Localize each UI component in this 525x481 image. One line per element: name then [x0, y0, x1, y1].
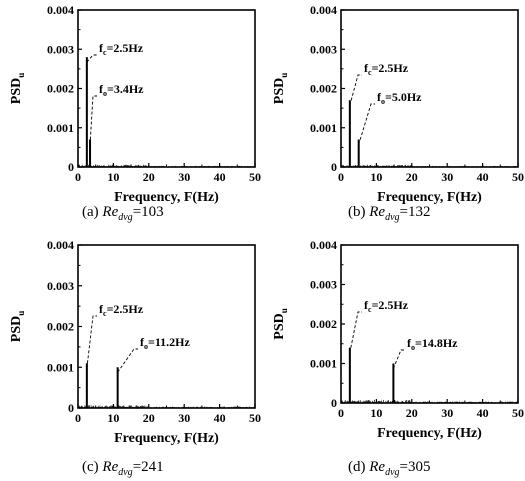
- annotation-leader: [86, 315, 97, 369]
- x-tick-label: 50: [249, 170, 261, 184]
- plot-frame: [77, 244, 256, 409]
- x-tick-label: 30: [441, 406, 453, 420]
- y-tick-label: 0.002: [47, 82, 74, 96]
- y-tick-label: 0.004: [47, 3, 74, 17]
- peak-annotation: fc=2.5Hz: [364, 61, 409, 77]
- y-tick-label: 0.004: [310, 238, 337, 252]
- x-tick-label: 50: [512, 406, 524, 420]
- x-tick-label: 40: [214, 411, 226, 425]
- x-tick-label: 10: [107, 411, 119, 425]
- peak-annotation: fo=11.2Hz: [140, 335, 191, 351]
- y-axis-label: PSDu: [272, 308, 289, 339]
- x-tick-label: 30: [178, 411, 190, 425]
- x-tick-label: 20: [143, 411, 155, 425]
- y-tick-label: 0.004: [310, 3, 337, 17]
- annotation-leader: [349, 74, 362, 106]
- x-axis-label: Frequency, F(Hz): [377, 426, 482, 441]
- y-axis-label: PSDu: [272, 73, 289, 104]
- y-tick-label: 0.003: [310, 278, 337, 292]
- annotation-leader: [89, 95, 97, 145]
- panel-caption: (b) Redvg=132: [348, 204, 431, 223]
- y-axis-label: PSDu: [9, 73, 26, 104]
- x-tick-label: 0: [75, 170, 81, 184]
- x-tick-label: 40: [477, 406, 489, 420]
- y-tick-label: 0: [68, 401, 74, 415]
- peak-annotation: fc=2.5Hz: [364, 298, 409, 314]
- x-tick-label: 40: [477, 170, 489, 184]
- peak-annotation: fc=2.5Hz: [99, 41, 144, 57]
- x-tick-label: 20: [406, 406, 418, 420]
- annotation-leader: [358, 103, 375, 145]
- y-tick-label: 0: [331, 160, 337, 174]
- x-tick-label: 20: [406, 170, 418, 184]
- x-tick-label: 10: [107, 170, 119, 184]
- y-axis-label: PSDu: [9, 311, 26, 342]
- x-axis-label: Frequency, F(Hz): [114, 190, 219, 205]
- x-tick-label: 20: [143, 170, 155, 184]
- y-tick-label: 0.003: [310, 42, 337, 56]
- y-tick-label: 0.002: [47, 320, 74, 334]
- x-tick-label: 10: [370, 406, 382, 420]
- x-tick-label: 50: [512, 170, 524, 184]
- plot-frame: [340, 244, 519, 404]
- peak-annotation: fo=3.4Hz: [99, 82, 144, 98]
- x-tick-label: 50: [249, 411, 261, 425]
- y-tick-label: 0.001: [47, 121, 74, 135]
- y-tick-label: 0.004: [47, 238, 74, 252]
- panel-caption: (a) Redvg=103: [82, 204, 164, 223]
- x-tick-label: 0: [75, 411, 81, 425]
- y-tick-label: 0.001: [310, 357, 337, 371]
- y-tick-label: 0: [68, 160, 74, 174]
- psd-noise-floor: [341, 399, 519, 403]
- y-tick-label: 0.001: [47, 360, 74, 374]
- annotation-leader: [86, 54, 97, 63]
- chart-panel-4: 0 10 20 30 40 50 0 0.001 0.002 0.003 0.004 fc=2.5Hz…: [272, 238, 524, 478]
- chart-panel-3: 0 10 20 30 40 50 0 0.001 0.002 0.003 0.004 fc=2.5Hz…: [9, 238, 261, 478]
- panel-caption: (c) Redvg=241: [82, 459, 164, 478]
- plot-frame: [340, 9, 519, 168]
- y-tick-label: 0.002: [310, 82, 337, 96]
- peak-annotation: fc=2.5Hz: [99, 302, 144, 318]
- annotation-leader: [349, 311, 362, 353]
- x-tick-label: 30: [178, 170, 190, 184]
- x-tick-label: 40: [214, 170, 226, 184]
- peak-annotation: fo=5.0Hz: [377, 90, 422, 106]
- psd-noise-floor: [341, 164, 519, 167]
- x-axis-label: Frequency, F(Hz): [114, 431, 219, 446]
- y-tick-label: 0.003: [47, 279, 74, 293]
- x-axis-label: Frequency, F(Hz): [377, 190, 482, 205]
- y-tick-label: 0: [331, 396, 337, 410]
- x-tick-label: 10: [370, 170, 382, 184]
- chart-panel-1: 0 10 20 30 40 50 0 0.001 0.002 0.003 0.004 fc=2.5Hz…: [9, 3, 261, 223]
- x-tick-label: 30: [441, 170, 453, 184]
- panel-caption: (d) Redvg=305: [348, 459, 431, 478]
- psd-noise-floor: [78, 164, 256, 167]
- y-tick-label: 0.002: [310, 317, 337, 331]
- x-tick-label: 0: [338, 406, 344, 420]
- x-tick-label: 0: [338, 170, 344, 184]
- chart-panel-2: 0 10 20 30 40 50 0 0.001 0.002 0.003 0.004 fc=2.5Hz…: [272, 3, 524, 223]
- peak-annotation: fo=14.8Hz: [407, 336, 458, 352]
- y-tick-label: 0.003: [47, 42, 74, 56]
- y-tick-label: 0.001: [310, 121, 337, 135]
- annotation-leader: [117, 348, 138, 373]
- annotation-leader: [392, 349, 405, 369]
